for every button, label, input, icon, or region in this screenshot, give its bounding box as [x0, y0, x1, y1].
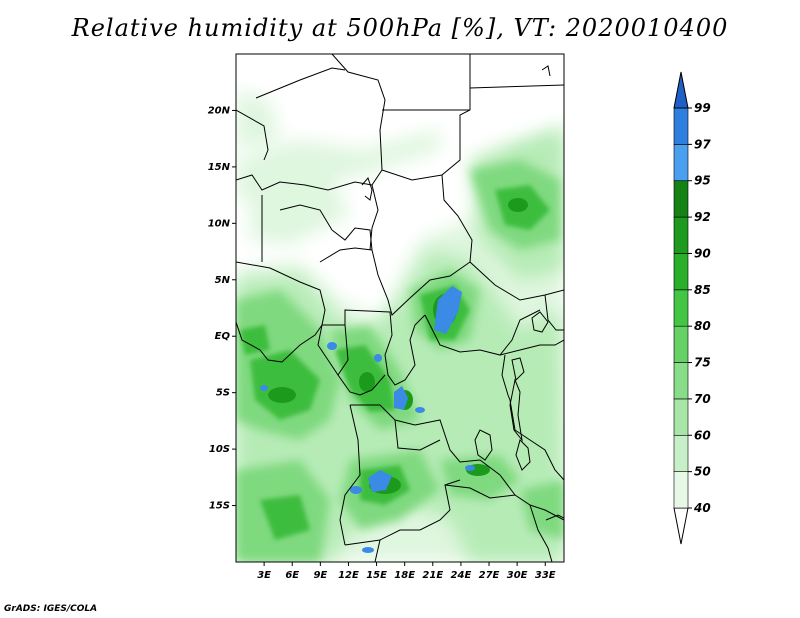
lat-label: 15S	[209, 501, 230, 512]
lon-label: 3E	[257, 570, 271, 581]
colorbar-swatch	[673, 253, 689, 291]
longitude-labels: 3E 6E 9E 12E 15E 18E 21E 24E 27E 30E 33E	[257, 570, 556, 581]
lon-label: 33E	[535, 570, 556, 581]
colorbar-label: 50	[694, 465, 711, 479]
colorbar-swatch	[673, 289, 689, 327]
colorbar-label: 75	[694, 356, 711, 370]
colorbar-swatch	[673, 434, 689, 472]
colorbar: 40 50 60 70 75 80 85 90 92 95 97 99	[673, 71, 711, 545]
colorbar-label: 90	[694, 246, 711, 260]
axis-ticks	[232, 109, 546, 566]
lat-label: 5N	[215, 275, 231, 286]
lon-label: 21E	[422, 570, 443, 581]
humidity-field	[236, 90, 564, 562]
lon-label: 27E	[479, 570, 500, 581]
grads-credit: GrADS: IGES/COLA	[4, 604, 98, 614]
lat-label: 20N	[208, 105, 231, 116]
colorbar-label: 70	[694, 392, 711, 406]
lat-label: EQ	[215, 331, 231, 342]
lat-label: 10N	[208, 218, 231, 229]
colorbar-label: 97	[694, 137, 711, 151]
colorbar-swatch	[673, 144, 689, 182]
lon-label: 15E	[366, 570, 387, 581]
colorbar-label: 60	[694, 428, 711, 442]
colorbar-label: 40	[693, 501, 711, 515]
lon-label: 18E	[394, 570, 415, 581]
colorbar-swatch	[673, 471, 689, 509]
colorbar-min-triangle	[673, 507, 689, 545]
colorbar-swatch	[673, 107, 689, 145]
lon-label: 24E	[451, 570, 472, 581]
country-borders	[236, 54, 564, 562]
lon-label: 30E	[507, 570, 528, 581]
lat-label: 10S	[209, 444, 230, 455]
lat-label: 5S	[216, 388, 230, 399]
colorbar-label: 80	[694, 319, 711, 333]
lon-label: 12E	[338, 570, 359, 581]
latitude-labels: 20N 15N 10N 5N EQ 5S 10S 15S	[208, 105, 231, 511]
lon-label: 9E	[313, 570, 327, 581]
colorbar-swatch	[673, 325, 689, 363]
lat-label: 15N	[208, 162, 231, 173]
colorbar-max-triangle	[673, 71, 689, 109]
colorbar-label: 95	[694, 174, 711, 188]
colorbar-swatch	[673, 362, 689, 400]
colorbar-swatch	[673, 216, 689, 254]
colorbar-swatch	[673, 398, 689, 436]
colorbar-label: 92	[694, 210, 711, 224]
map-frame	[235, 53, 565, 563]
lon-label: 6E	[285, 570, 299, 581]
colorbar-label: 85	[694, 283, 711, 297]
colorbar-label: 99	[694, 101, 711, 115]
colorbar-swatch	[673, 180, 689, 218]
map-title: Relative humidity at 500hPa [%], VT: 202…	[71, 14, 729, 42]
